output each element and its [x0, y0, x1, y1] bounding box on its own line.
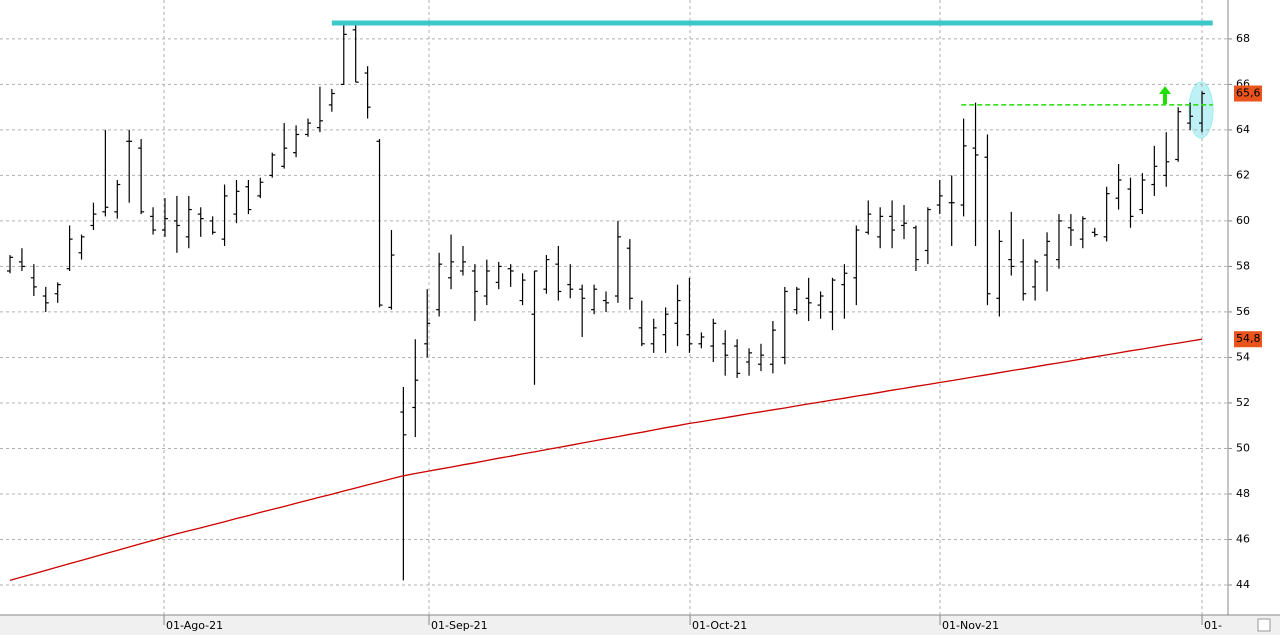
right-axis-area: [1228, 0, 1280, 635]
up-arrow: [1159, 86, 1171, 104]
x-tick-label: 01-: [1204, 619, 1222, 632]
moving-average-line: [9, 338, 1203, 582]
y-tick-label: 60: [1236, 214, 1250, 227]
bottom-axis-area: [0, 615, 1280, 635]
x-tick-label: 01-Ago-21: [166, 619, 223, 632]
y-tick-label: 46: [1236, 532, 1250, 545]
y-tick-label: 68: [1236, 32, 1250, 45]
x-tick-label: 01-Nov-21: [942, 619, 999, 632]
y-tick-label: 56: [1236, 305, 1250, 318]
last-value-label: 54,8: [1236, 332, 1261, 345]
y-tick-label: 44: [1236, 578, 1250, 591]
corner-icon[interactable]: [1257, 618, 1271, 632]
y-tick-label: 54: [1236, 350, 1250, 363]
y-tick-label: 62: [1236, 168, 1250, 181]
last-value-box: [1234, 331, 1262, 348]
y-tick-label: 58: [1236, 259, 1250, 272]
highlight-ellipse: [1188, 81, 1214, 139]
y-tick-label: 48: [1236, 487, 1250, 500]
last-value-label: 65,6: [1236, 87, 1261, 100]
y-tick-label: 64: [1236, 123, 1250, 136]
y-tick-label: 50: [1236, 441, 1250, 454]
y-tick-label: 52: [1236, 396, 1250, 409]
x-tick-label: 01-Sep-21: [431, 619, 488, 632]
last-value-box: [1234, 85, 1262, 102]
x-tick-label: 01-Oct-21: [692, 619, 747, 632]
